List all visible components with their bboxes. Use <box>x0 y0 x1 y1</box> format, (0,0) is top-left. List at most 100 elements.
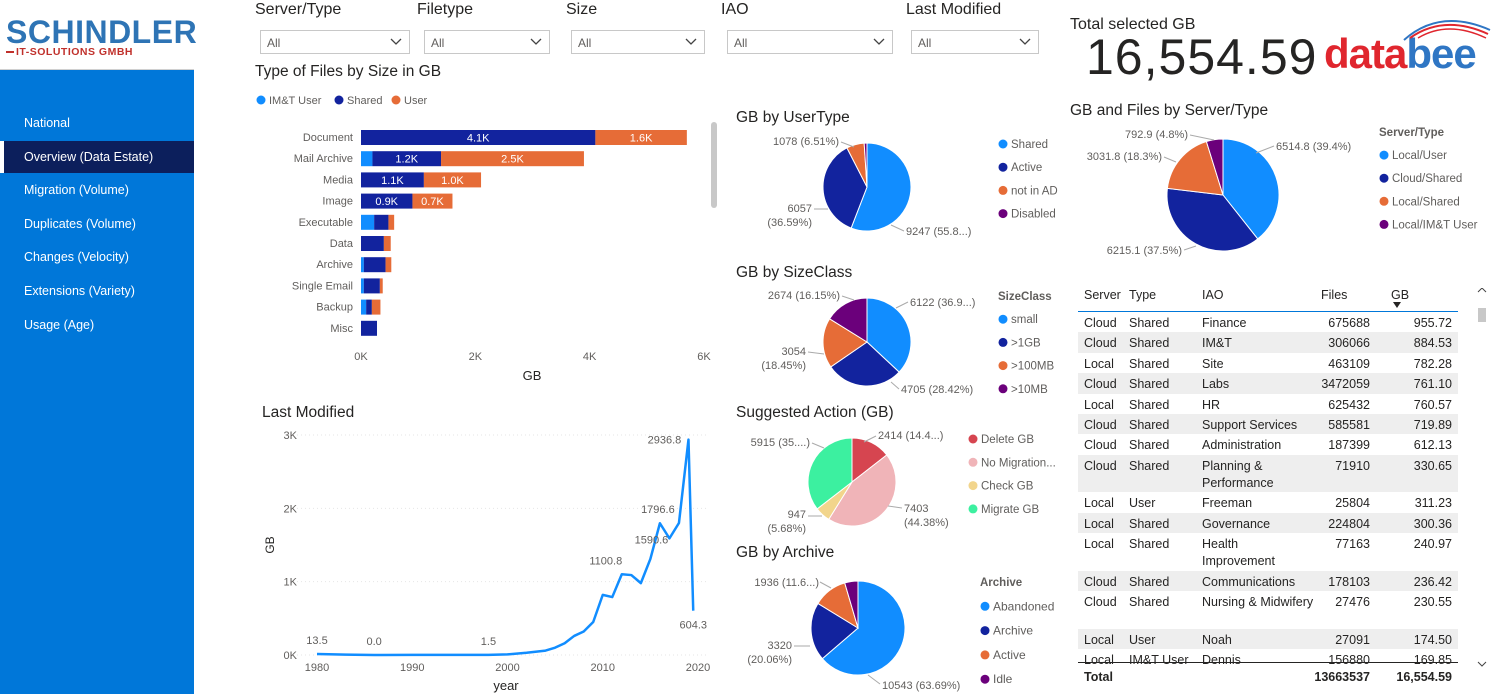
column-header-gb[interactable]: GB <box>1391 288 1410 302</box>
pie-slice[interactable] <box>821 580 906 676</box>
nav-item-extensions-variety[interactable]: Extensions (Variety) <box>24 284 135 298</box>
table-row[interactable]: Cloud Shared Labs 3472059 761.10 <box>1078 373 1458 394</box>
table-row[interactable]: Cloud Shared Nursing & Midwifery 27476 230.5… <box>1078 591 1458 629</box>
legend-label[interactable]: Shared <box>1011 139 1048 151</box>
scroll-up-icon[interactable] <box>1477 288 1487 293</box>
bar-segment[interactable] <box>361 151 373 167</box>
pie-slice[interactable] <box>828 297 868 343</box>
filter-dropdown-size[interactable]: All <box>571 30 705 54</box>
table-row[interactable]: Cloud Shared Finance 675688 955.72 <box>1078 312 1458 332</box>
column-header-iao[interactable]: IAO <box>1202 288 1224 302</box>
table-row[interactable]: Cloud Shared Communications 178103 236.42 <box>1078 570 1458 591</box>
table-scrollbar[interactable] <box>1477 288 1487 668</box>
nav-item-changes-velocity[interactable]: Changes (Velocity) <box>24 250 129 265</box>
chevron-down-icon[interactable] <box>872 35 886 49</box>
bar-segment[interactable] <box>383 236 391 251</box>
column-header-server[interactable]: Server <box>1084 288 1121 302</box>
legend-label[interactable]: not in AD <box>1011 185 1058 197</box>
bar-segment[interactable] <box>361 299 367 315</box>
chevron-down-icon[interactable] <box>1018 35 1032 49</box>
bar-segment[interactable] <box>595 130 687 145</box>
pie-slice[interactable] <box>822 318 868 368</box>
bar-segment[interactable] <box>412 193 453 209</box>
pie-slice[interactable] <box>1205 138 1224 196</box>
table-row[interactable]: Cloud Shared Planning & Performance 71910 33… <box>1078 454 1458 493</box>
legend-label[interactable]: Abandoned <box>993 599 1054 613</box>
pie-slice[interactable] <box>810 602 859 660</box>
series-line[interactable] <box>316 438 695 657</box>
column-header-type[interactable]: Type <box>1129 288 1157 302</box>
legend-label[interactable]: >1GB <box>1011 337 1041 349</box>
table-row[interactable]: Local Shared Health Improvement 77163 240.97 <box>1078 533 1458 571</box>
chevron-down-icon[interactable] <box>529 35 543 49</box>
legend-label[interactable]: Archive <box>993 624 1033 638</box>
legend-label[interactable]: Idle <box>993 672 1013 686</box>
column-header-files[interactable]: Files <box>1321 288 1348 302</box>
pie-slice[interactable] <box>830 341 900 387</box>
pie-slice[interactable] <box>866 297 912 373</box>
legend-label[interactable]: Local/Shared <box>1392 196 1460 208</box>
bar-segment[interactable] <box>361 278 364 294</box>
bar-segment[interactable] <box>372 151 442 167</box>
legend-label[interactable]: Active <box>993 648 1026 662</box>
legend-label[interactable]: Active <box>1011 162 1042 174</box>
table-row[interactable]: Local IM&T User Dennis 156880 169.85 <box>1078 649 1458 669</box>
legend-label[interactable]: Local/IM&T User <box>1392 219 1478 231</box>
nav-item-national[interactable]: National <box>24 116 70 130</box>
legend-label[interactable]: No Migration... <box>981 457 1056 469</box>
chevron-down-icon[interactable] <box>389 35 403 49</box>
legend-label[interactable]: >10MB <box>1011 384 1048 396</box>
bar-segment[interactable] <box>371 299 381 315</box>
bar-segment[interactable] <box>385 257 392 273</box>
nav-item-duplicates-volume[interactable]: Duplicates (Volume) <box>24 216 136 231</box>
pie-slice[interactable] <box>828 454 897 527</box>
bar-segment[interactable] <box>423 172 482 188</box>
table-row[interactable]: Local Shared HR 625432 760.57 <box>1078 394 1458 414</box>
bar-segment[interactable] <box>379 278 383 294</box>
pie-slice[interactable] <box>863 142 868 188</box>
pie-slice[interactable] <box>850 142 912 232</box>
pie-slice[interactable] <box>844 580 859 629</box>
filter-dropdown-server-type[interactable]: All <box>260 30 410 54</box>
sort-descending-icon[interactable] <box>1393 302 1401 308</box>
table-row[interactable]: Cloud Shared Administration 187399 612.13 <box>1078 434 1458 454</box>
legend-label[interactable]: small <box>1011 314 1038 326</box>
table-row[interactable]: Cloud Shared IM&T 306066 884.53 <box>1078 332 1458 353</box>
table-row[interactable]: Local User Noah 27091 174.50 <box>1078 628 1458 649</box>
bar-segment[interactable] <box>363 257 386 273</box>
table-row[interactable]: Local Shared Governance 224804 300.36 <box>1078 512 1458 534</box>
filter-dropdown-filetype[interactable]: All <box>424 30 550 54</box>
bar-segment[interactable] <box>366 299 372 315</box>
filter-dropdown-iao[interactable]: All <box>727 30 893 54</box>
legend-label[interactable]: >100MB <box>1011 361 1054 373</box>
bar-segment[interactable] <box>388 214 395 230</box>
table-row[interactable]: Local User Freeman 25804 311.23 <box>1078 492 1458 512</box>
bar-segment[interactable] <box>363 278 380 294</box>
bar-chart-scrollbar[interactable] <box>711 122 717 208</box>
pie-slice[interactable] <box>822 147 868 229</box>
bar-segment[interactable] <box>361 257 364 273</box>
filter-dropdown-last-modified[interactable]: All <box>911 30 1039 54</box>
bar-segment[interactable] <box>441 151 584 167</box>
legend-label[interactable]: Cloud/Shared <box>1392 173 1462 185</box>
bar-segment[interactable] <box>361 130 596 145</box>
pie-slice[interactable] <box>807 437 853 510</box>
legend-label[interactable]: Local/User <box>1392 150 1447 162</box>
nav-item-overview-data-estate[interactable]: Overview (Data Estate) <box>0 140 194 173</box>
chevron-down-icon[interactable] <box>684 35 698 49</box>
bar-segment[interactable] <box>361 214 375 230</box>
bar-segment[interactable] <box>361 320 378 336</box>
legend-label[interactable]: Disabled <box>1011 209 1056 221</box>
pie-slice[interactable] <box>1166 140 1224 196</box>
scroll-down-icon[interactable] <box>1477 661 1487 667</box>
bar-segment[interactable] <box>361 172 424 188</box>
legend-label[interactable]: Migrate GB <box>981 504 1039 516</box>
table-row[interactable]: Cloud Shared Support Services 585581 719.89 <box>1078 414 1458 435</box>
pie-slice[interactable] <box>1222 138 1280 240</box>
legend-label[interactable]: Check GB <box>981 481 1034 493</box>
pie-slice[interactable] <box>1166 187 1259 252</box>
bar-segment[interactable] <box>374 214 389 230</box>
nav-item-migration-volume[interactable]: Migration (Volume) <box>24 183 129 198</box>
table-row[interactable]: Local Shared Site 463109 782.28 <box>1078 353 1458 373</box>
legend-label[interactable]: Delete GB <box>981 434 1034 446</box>
